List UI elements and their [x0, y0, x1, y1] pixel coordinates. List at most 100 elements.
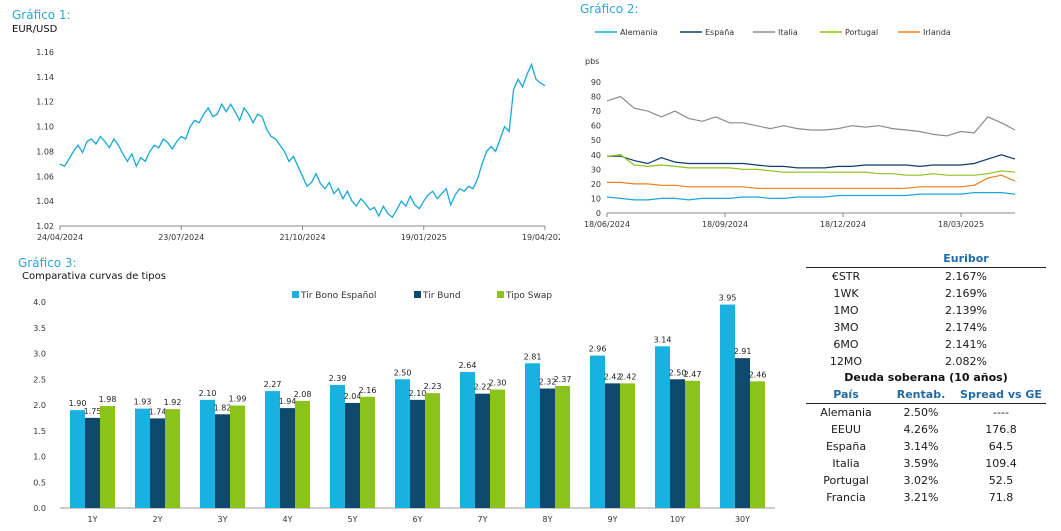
data-label: 3.95 [719, 294, 737, 303]
legend-label: España [705, 28, 734, 37]
chart1-subtitle: EUR/USD [12, 24, 58, 35]
chart1-svg: 1.16 1.14 1.12 1.10 1.08 1.06 1.04 1.02 24/04/20… [36, 48, 560, 242]
series-line-italia [606, 95, 1016, 137]
series-line-alemania [606, 192, 1016, 201]
data-label: 2.50 [394, 368, 412, 377]
bar [590, 355, 605, 508]
chart1-title: Gráfico 1: [12, 8, 71, 22]
x-tick-label: 19/01/2025 [401, 233, 447, 242]
series-line-portugal [606, 154, 1016, 176]
bar [330, 384, 345, 508]
data-label: 2.08 [294, 390, 312, 399]
y-tick-label: 30 [591, 165, 601, 174]
data-label: 2.22 [474, 383, 492, 392]
table-row: 12MO 2.082% [829, 355, 987, 368]
legend-label: Italia [778, 28, 798, 37]
x-tick-label: 18/03/2025 [938, 220, 984, 229]
y-tick-label: 3.0 [33, 350, 46, 359]
chart3-title: Gráfico 3: [18, 256, 77, 270]
y-tick-label: 1.5 [33, 427, 46, 436]
data-label: 1.92 [164, 398, 182, 407]
unit-label: pbs [585, 57, 599, 66]
chart3-subtitle: Comparativa curvas de tipos [22, 271, 166, 282]
x-tick-label: 18/06/2024 [584, 220, 630, 229]
y-tick-label: 0.5 [33, 478, 46, 487]
bar [605, 383, 620, 508]
data-label: 2.30 [489, 379, 507, 388]
y-tick-label: 1.06 [36, 172, 54, 181]
data-label: 2.27 [264, 380, 282, 389]
data-label: 1.90 [69, 399, 87, 408]
data-label: 1.99 [229, 395, 247, 404]
bar [720, 304, 735, 508]
y-tick-label: 1.04 [36, 197, 54, 206]
y-tick-label: 0.0 [33, 504, 46, 513]
y-tick-label: 1.10 [36, 123, 54, 132]
y-tick-label: 4.0 [33, 298, 46, 307]
data-label: 2.42 [604, 372, 622, 381]
data-label: 2.37 [554, 375, 572, 384]
data-label: 2.47 [684, 370, 702, 379]
y-tick-label: 70 [591, 107, 601, 116]
y-tick-label: 3.5 [33, 324, 46, 333]
legend-label: Tipo Swap [505, 291, 552, 301]
x-tick-label: 10Y [670, 515, 685, 524]
euribor-title: Euribor [886, 250, 1046, 268]
data-label: 2.23 [424, 382, 442, 391]
bar [345, 402, 360, 508]
x-tick-label: 3Y [218, 515, 228, 524]
data-label: 2.10 [409, 389, 427, 398]
bar [475, 393, 490, 508]
y-tick-label: 2.5 [33, 375, 46, 384]
data-label: 1.75 [84, 407, 102, 416]
table-row: €STR 2.167% [831, 270, 987, 283]
bar [540, 388, 555, 508]
legend-label: Portugal [845, 28, 878, 37]
bar [555, 385, 570, 508]
chart2-title: Gráfico 2: [580, 2, 639, 16]
bar [735, 358, 750, 508]
x-tick-label: 23/07/2024 [158, 233, 204, 242]
y-tick-label: 1.16 [36, 48, 54, 57]
legend-label: Tir Bono Español [300, 291, 376, 301]
legend-label: Alemania [620, 28, 658, 37]
data-label: 2.42 [619, 372, 637, 381]
deuda-table: Deuda soberana (10 años) País Rentab. Sp… [806, 369, 1046, 506]
data-label: 2.81 [524, 352, 542, 361]
x-tick-label: 24/04/2024 [37, 233, 83, 242]
y-tick-label: 50 [591, 136, 601, 145]
data-label: 2.16 [359, 386, 377, 395]
bar [685, 380, 700, 508]
x-tick-label: 2Y [153, 515, 163, 524]
data-label: 2.32 [539, 378, 557, 387]
data-label: 1.74 [149, 407, 167, 416]
bar [655, 346, 670, 508]
x-tick-label: 8Y [543, 515, 553, 524]
x-tick-label: 18/12/2024 [820, 220, 866, 229]
x-tick-label: 30Y [735, 515, 750, 524]
bar [395, 379, 410, 508]
bar [150, 418, 165, 508]
bar [670, 379, 685, 508]
table-row: 1WK 2.169% [833, 287, 987, 300]
y-tick-label: 1.08 [36, 147, 54, 156]
eurusd-line [59, 62, 546, 219]
bar [215, 414, 230, 508]
legend-swatch [497, 291, 504, 298]
legend-label: Irlanda [923, 28, 951, 37]
data-label: 2.04 [344, 392, 362, 401]
y-tick-label: 40 [591, 151, 601, 160]
data-label: 1.94 [279, 397, 297, 406]
table-row: Portugal 3.02% 52.5 [823, 474, 1014, 487]
table-row: Francia 3.21% 71.8 [826, 491, 1014, 504]
y-tick-label: 2.0 [33, 401, 46, 410]
bar [425, 393, 440, 508]
data-label: 1.93 [134, 398, 152, 407]
x-tick-label: 5Y [348, 515, 358, 524]
bar [410, 399, 425, 508]
data-label: 3.14 [654, 335, 672, 344]
bar [230, 405, 245, 508]
y-tick-label: 60 [591, 122, 601, 131]
table-row: España 3.14% 64.5 [825, 440, 1014, 453]
bar [100, 406, 115, 508]
